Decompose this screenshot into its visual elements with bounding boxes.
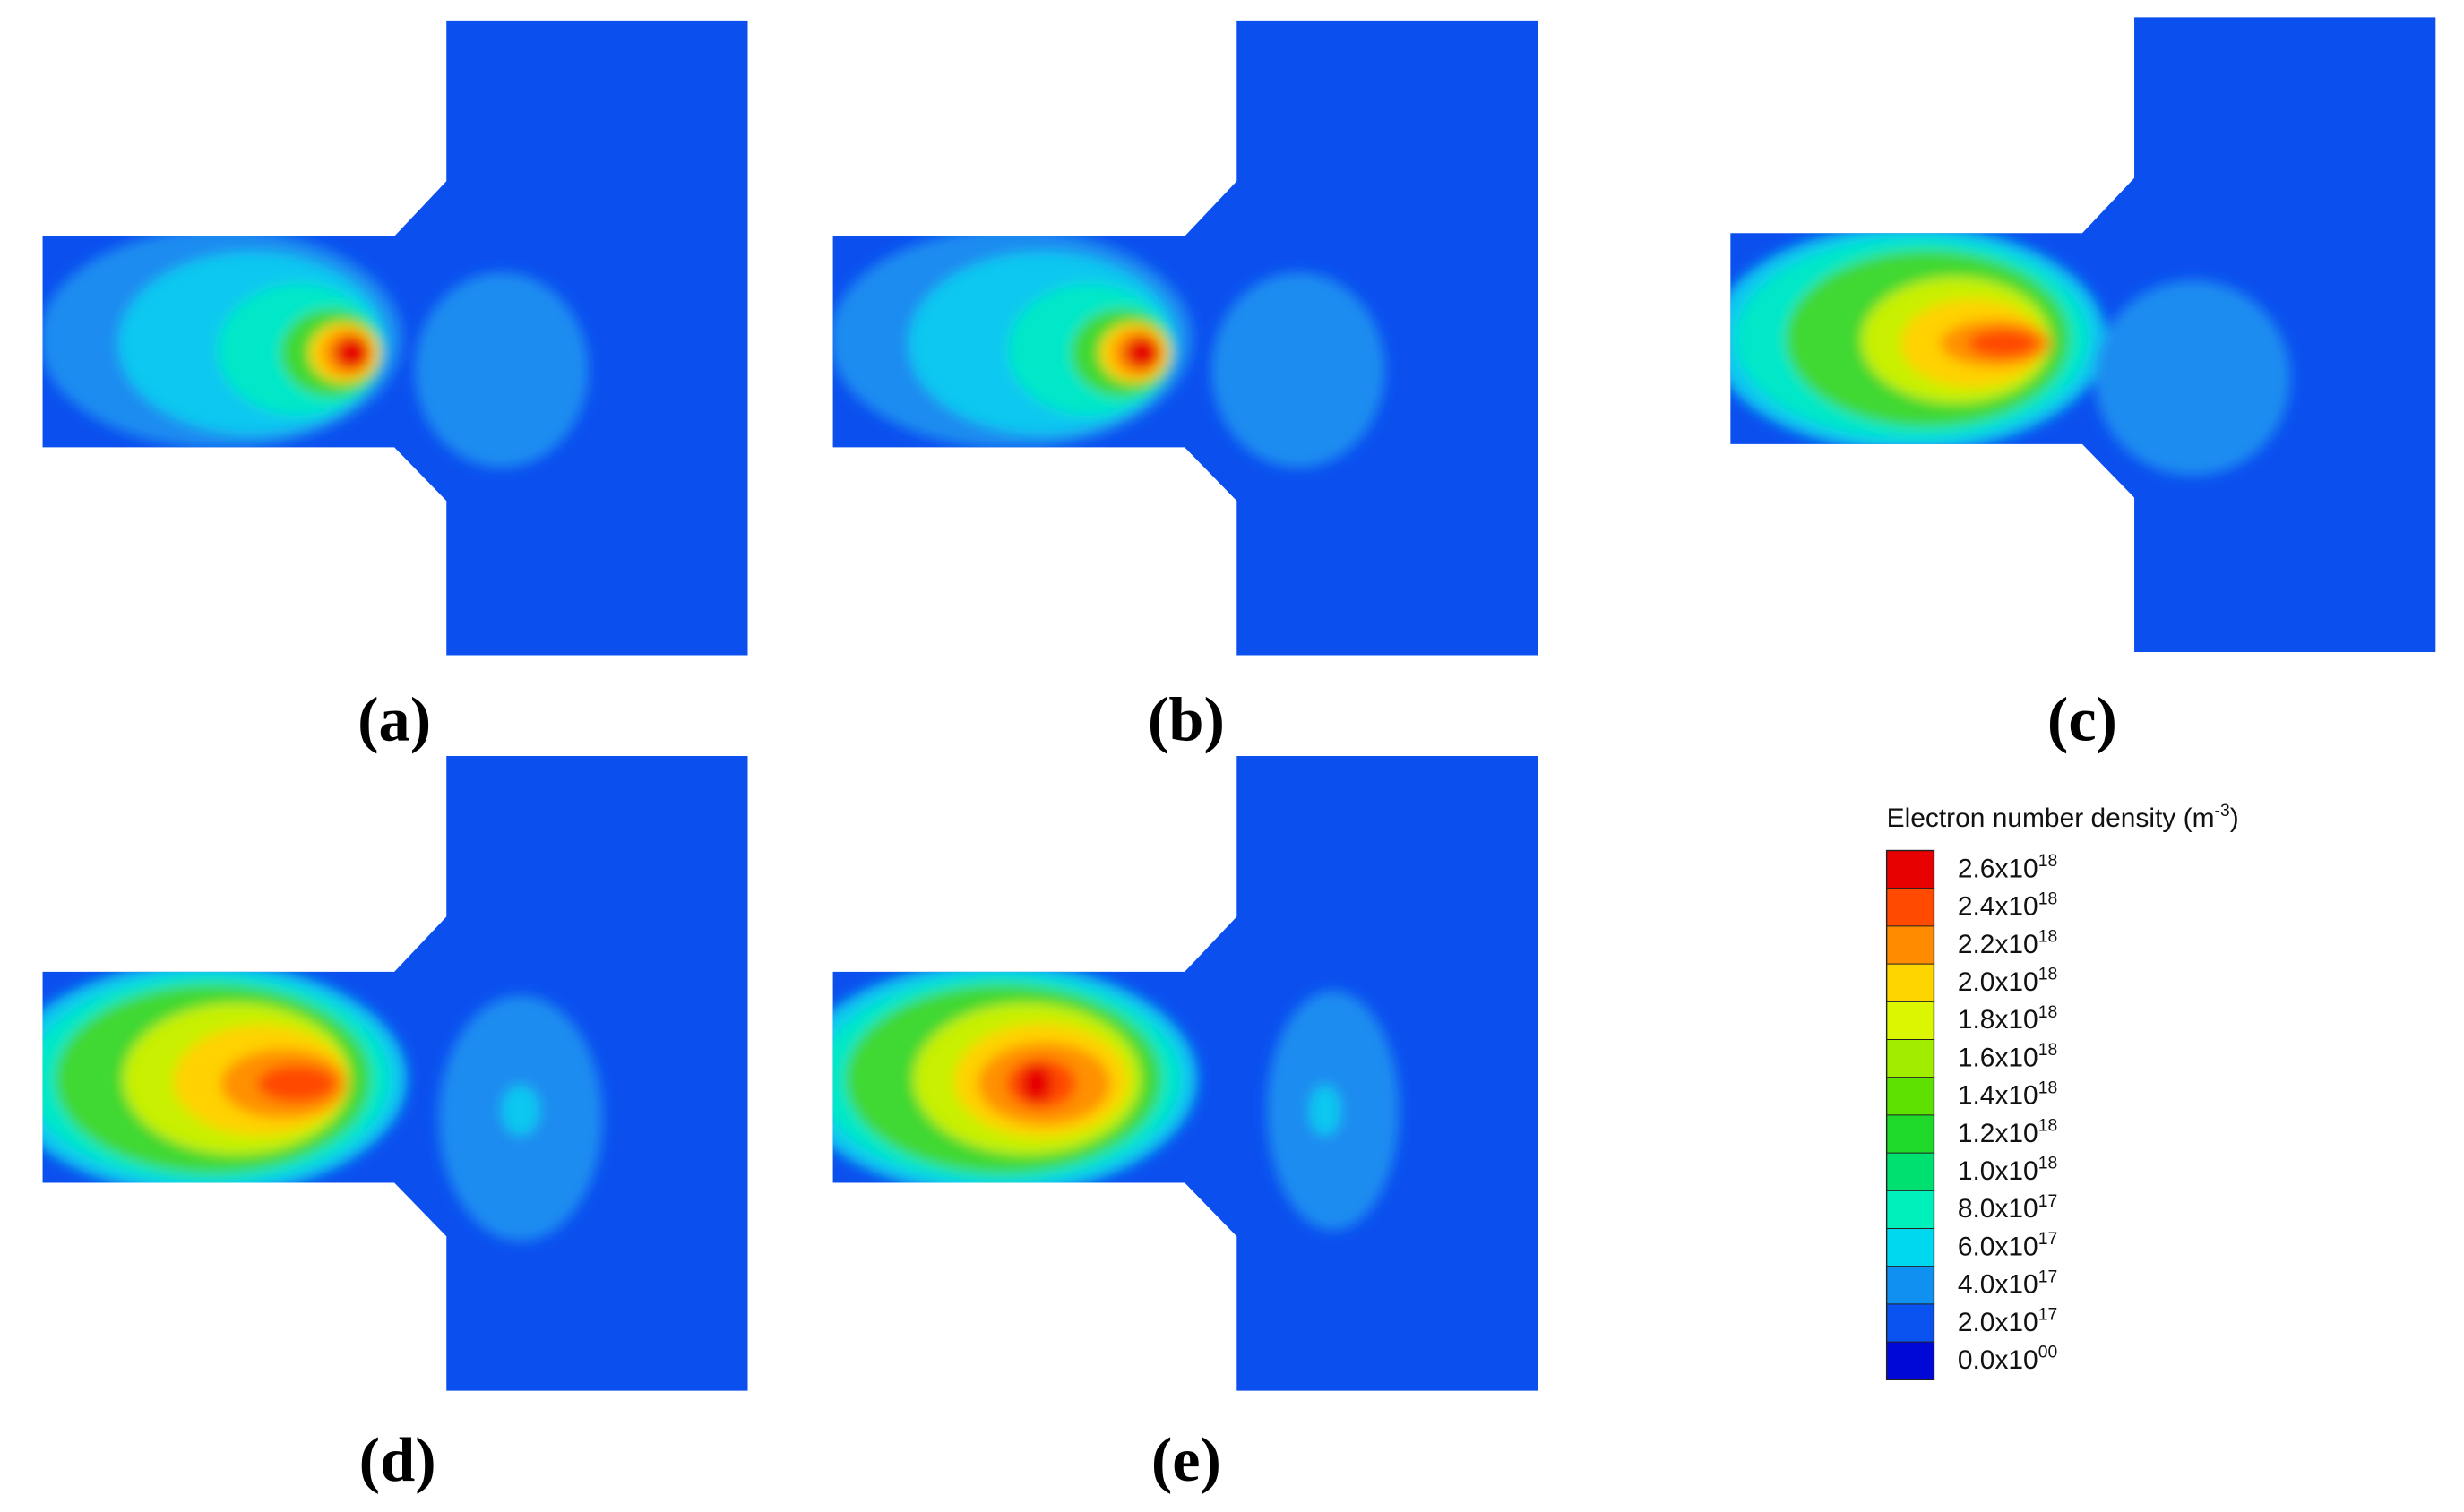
panel-label: (b) <box>1148 684 1225 754</box>
legend-exponent: 18 <box>2038 1078 2058 1097</box>
legend-exponent: 18 <box>2038 926 2058 946</box>
legend-swatch <box>1886 1190 1934 1229</box>
contour-band <box>1124 337 1160 369</box>
legend-label: 2.0x1017 <box>1958 1304 2057 1336</box>
legend-swatch <box>1886 1114 1934 1154</box>
contour-panel <box>832 756 1538 1391</box>
contour-layers <box>42 228 589 468</box>
legend-label: 1.2x1018 <box>1958 1115 2057 1147</box>
legend-mantissa: 8.0x10 <box>1958 1194 2038 1224</box>
legend-mantissa: 1.2x10 <box>1958 1119 2038 1148</box>
legend-frame <box>1885 849 1935 1381</box>
contour-panel <box>42 756 748 1391</box>
legend-mantissa: 1.6x10 <box>1958 1043 2038 1072</box>
legend-exponent: 18 <box>2038 1002 2058 1022</box>
legend-label: 0.0x1000 <box>1958 1343 2057 1375</box>
contour-fill <box>1730 225 2291 477</box>
contour-band <box>1309 1085 1341 1136</box>
legend-exponent: 17 <box>2038 1267 2058 1286</box>
legend-exponent: 17 <box>2038 1304 2058 1324</box>
contour-band <box>1021 1064 1053 1103</box>
legend-mantissa: 1.0x10 <box>1958 1156 2038 1186</box>
legend-mantissa: 1.8x10 <box>1958 1005 2038 1035</box>
legend-swatch <box>1886 1001 1934 1040</box>
contour-band <box>415 272 589 468</box>
contour-band <box>2095 279 2291 477</box>
legend-mantissa: 4.0x10 <box>1958 1270 2038 1300</box>
legend-swatch <box>1886 1303 1934 1343</box>
legend-swatch <box>1886 850 1934 889</box>
contour-band <box>501 1085 540 1136</box>
legend-label: 1.4x1018 <box>1958 1078 2057 1110</box>
contour-band <box>1211 272 1385 468</box>
contour-layers <box>832 228 1385 468</box>
contour-layers <box>1730 225 2291 477</box>
legend-label: 2.2x1018 <box>1958 926 2057 958</box>
legend-title-suffix: ) <box>2230 803 2239 833</box>
contour-fill <box>832 962 1400 1231</box>
legend-mantissa: 2.4x10 <box>1958 892 2038 922</box>
legend-exponent: 18 <box>2038 889 2058 908</box>
legend-swatch <box>1886 1228 1934 1267</box>
legend-mantissa: 2.0x10 <box>1958 967 2038 997</box>
legend-exponent: 18 <box>2038 1040 2058 1060</box>
legend-mantissa: 2.6x10 <box>1958 854 2038 883</box>
legend-label: 1.6x1018 <box>1958 1040 2057 1072</box>
legend-swatch <box>1886 1039 1934 1078</box>
legend-label: 8.0x1017 <box>1958 1191 2057 1224</box>
legend-exponent: 00 <box>2038 1343 2058 1362</box>
legend-mantissa: 1.4x10 <box>1958 1081 2038 1111</box>
legend-exponent: 18 <box>2038 851 2058 871</box>
contour-fill <box>42 228 589 468</box>
panel-label: (d) <box>359 1425 436 1495</box>
legend-label: 2.4x1018 <box>1958 889 2057 921</box>
contour-fill <box>42 962 603 1241</box>
contour-panel <box>42 20 748 656</box>
panel-label: (a) <box>358 684 431 754</box>
legend-swatch <box>1886 1153 1934 1191</box>
contour-band <box>256 1064 336 1103</box>
legend-exponent: 17 <box>2038 1229 2058 1249</box>
contour-band <box>334 337 369 369</box>
legend-label: 2.6x1018 <box>1958 851 2057 883</box>
legend-swatch <box>1886 925 1934 965</box>
legend-label: 1.0x1018 <box>1958 1154 2057 1186</box>
legend-title-sup: -3 <box>2215 801 2230 820</box>
legend-mantissa: 0.0x10 <box>1958 1345 2038 1375</box>
legend-label: 2.0x1018 <box>1958 965 2057 997</box>
contour-panel <box>1730 17 2436 652</box>
legend-mantissa: 2.0x10 <box>1958 1308 2038 1337</box>
legend-swatch <box>1886 1342 1934 1380</box>
legend-label: 6.0x1017 <box>1958 1229 2057 1261</box>
legend-swatch <box>1886 888 1934 926</box>
legend-exponent: 18 <box>2038 965 2058 984</box>
legend-mantissa: 2.2x10 <box>1958 930 2038 959</box>
legend-swatch <box>1886 1266 1934 1304</box>
contour-layers <box>832 962 1400 1231</box>
contour-layers <box>42 962 603 1241</box>
legend-title-text: Electron number density (m <box>1887 803 2215 833</box>
legend-swatch <box>1886 1077 1934 1115</box>
legend-label: 1.8x1018 <box>1958 1002 2057 1035</box>
legend-exponent: 17 <box>2038 1191 2058 1211</box>
legend-mantissa: 6.0x10 <box>1958 1232 2038 1261</box>
legend-swatch <box>1886 964 1934 1002</box>
contour-band <box>1969 329 2038 358</box>
legend-title: Electron number density (m-3) <box>1887 801 2239 833</box>
legend-exponent: 18 <box>2038 1115 2058 1135</box>
panel-label: (c) <box>2047 684 2117 754</box>
legend-exponent: 18 <box>2038 1154 2058 1173</box>
legend-label: 4.0x1017 <box>1958 1267 2057 1299</box>
panel-label: (e) <box>1151 1425 1221 1495</box>
contour-panel <box>832 20 1538 656</box>
contour-fill <box>832 228 1385 468</box>
